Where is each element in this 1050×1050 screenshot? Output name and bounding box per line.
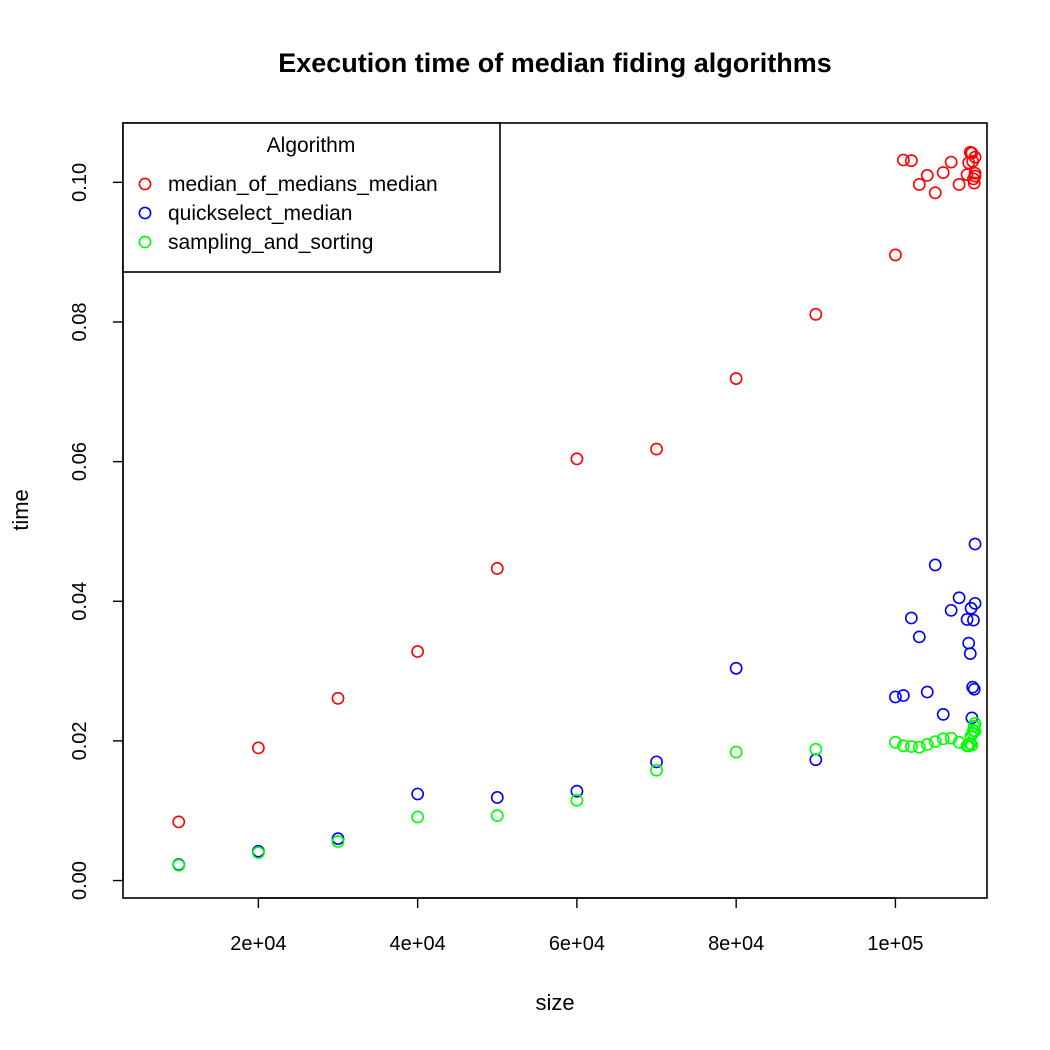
y-tick-label: 0.06: [69, 442, 91, 481]
data-point: [729, 745, 743, 759]
data-point: [936, 166, 950, 179]
legend-label: median_of_medians_median: [168, 173, 438, 196]
data-point: [920, 737, 934, 751]
y-axis: 0.00 0.02 0.04 0.06 0.08 0.10: [69, 163, 124, 900]
data-point: [331, 691, 345, 705]
data-point: [172, 858, 186, 872]
data-point: [960, 613, 974, 626]
data-point: [411, 810, 425, 824]
legend-label: sampling_and_sorting: [168, 231, 373, 254]
data-point: [960, 168, 974, 182]
data-point: [570, 784, 584, 798]
data-point: [650, 755, 663, 769]
data-point: [251, 846, 265, 860]
x-axis-title: size: [535, 990, 574, 1015]
legend-marker: [138, 177, 152, 191]
data-point: [936, 707, 950, 721]
data-point: [962, 636, 976, 650]
y-tick-label: 0.04: [69, 582, 91, 621]
data-point: [650, 763, 663, 777]
data-point: [952, 591, 966, 605]
data-point: [944, 603, 958, 617]
data-point: [968, 724, 982, 738]
data-point: [904, 740, 918, 753]
data-point: [411, 645, 425, 658]
x-tick-label: 6e+04: [549, 933, 605, 955]
data-point: [967, 613, 980, 627]
x-tick-label: 8e+04: [708, 933, 764, 955]
data-point: [490, 562, 504, 575]
data-point: [490, 809, 504, 823]
data-point: [889, 690, 902, 704]
data-point: [729, 661, 743, 675]
data-point: [968, 537, 982, 551]
data-point: [968, 150, 982, 164]
data-point: [172, 815, 186, 829]
data-point: [944, 731, 958, 745]
legend-marker: [138, 235, 152, 249]
x-axis: 2e+04 4e+04 6e+04 8e+04 1e+05: [230, 897, 924, 955]
data-point: [729, 372, 743, 385]
data-point: [896, 153, 910, 167]
data-point: [936, 732, 950, 746]
data-point: [490, 791, 504, 804]
legend-entries: median_of_medians_median quickselect_medi…: [138, 173, 438, 254]
y-axis-title: time: [8, 489, 33, 531]
data-point: [904, 154, 918, 168]
legend-marker: [138, 206, 152, 220]
data-point: [912, 630, 926, 644]
data-point: [968, 596, 982, 610]
data-point: [889, 248, 902, 262]
data-point: [944, 155, 958, 169]
data-point: [928, 558, 942, 572]
data-point: [920, 168, 934, 182]
y-tick-label: 0.00: [69, 861, 91, 900]
data-point: [889, 735, 902, 749]
data-point: [968, 717, 982, 730]
data-point: [928, 186, 942, 200]
y-tick-label: 0.02: [69, 721, 91, 760]
data-point: [896, 739, 910, 753]
x-tick-label: 2e+04: [230, 933, 286, 955]
chart-title: Execution time of median fiding algorith…: [278, 48, 832, 78]
legend-label: quickselect_median: [168, 202, 352, 225]
data-point: [967, 176, 981, 190]
data-point: [570, 452, 584, 466]
data-point: [411, 787, 425, 801]
data-point: [904, 611, 918, 625]
data-point: [809, 307, 823, 321]
data-point: [650, 442, 663, 456]
data-point: [928, 735, 942, 749]
data-points: [172, 145, 982, 872]
x-tick-label: 1e+05: [867, 933, 923, 955]
data-point: [968, 169, 982, 183]
y-tick-label: 0.10: [69, 163, 91, 202]
legend-title: Algorithm: [267, 134, 356, 157]
data-point: [967, 682, 981, 696]
y-tick-label: 0.08: [69, 303, 91, 342]
x-tick-label: 4e+04: [390, 933, 446, 955]
legend: Algorithm median_of_medians_medianquicks…: [122, 122, 501, 273]
legend-box: [122, 122, 501, 273]
data-point: [912, 740, 926, 754]
data-point: [966, 680, 980, 694]
data-point: [963, 647, 977, 661]
data-point: [251, 741, 265, 755]
data-point: [809, 742, 823, 756]
data-point: [809, 753, 823, 767]
data-point: [952, 178, 966, 191]
data-point: [896, 689, 910, 702]
data-point: [920, 685, 934, 699]
data-point: [331, 835, 345, 848]
data-point: [570, 793, 584, 807]
data-point: [912, 178, 926, 191]
